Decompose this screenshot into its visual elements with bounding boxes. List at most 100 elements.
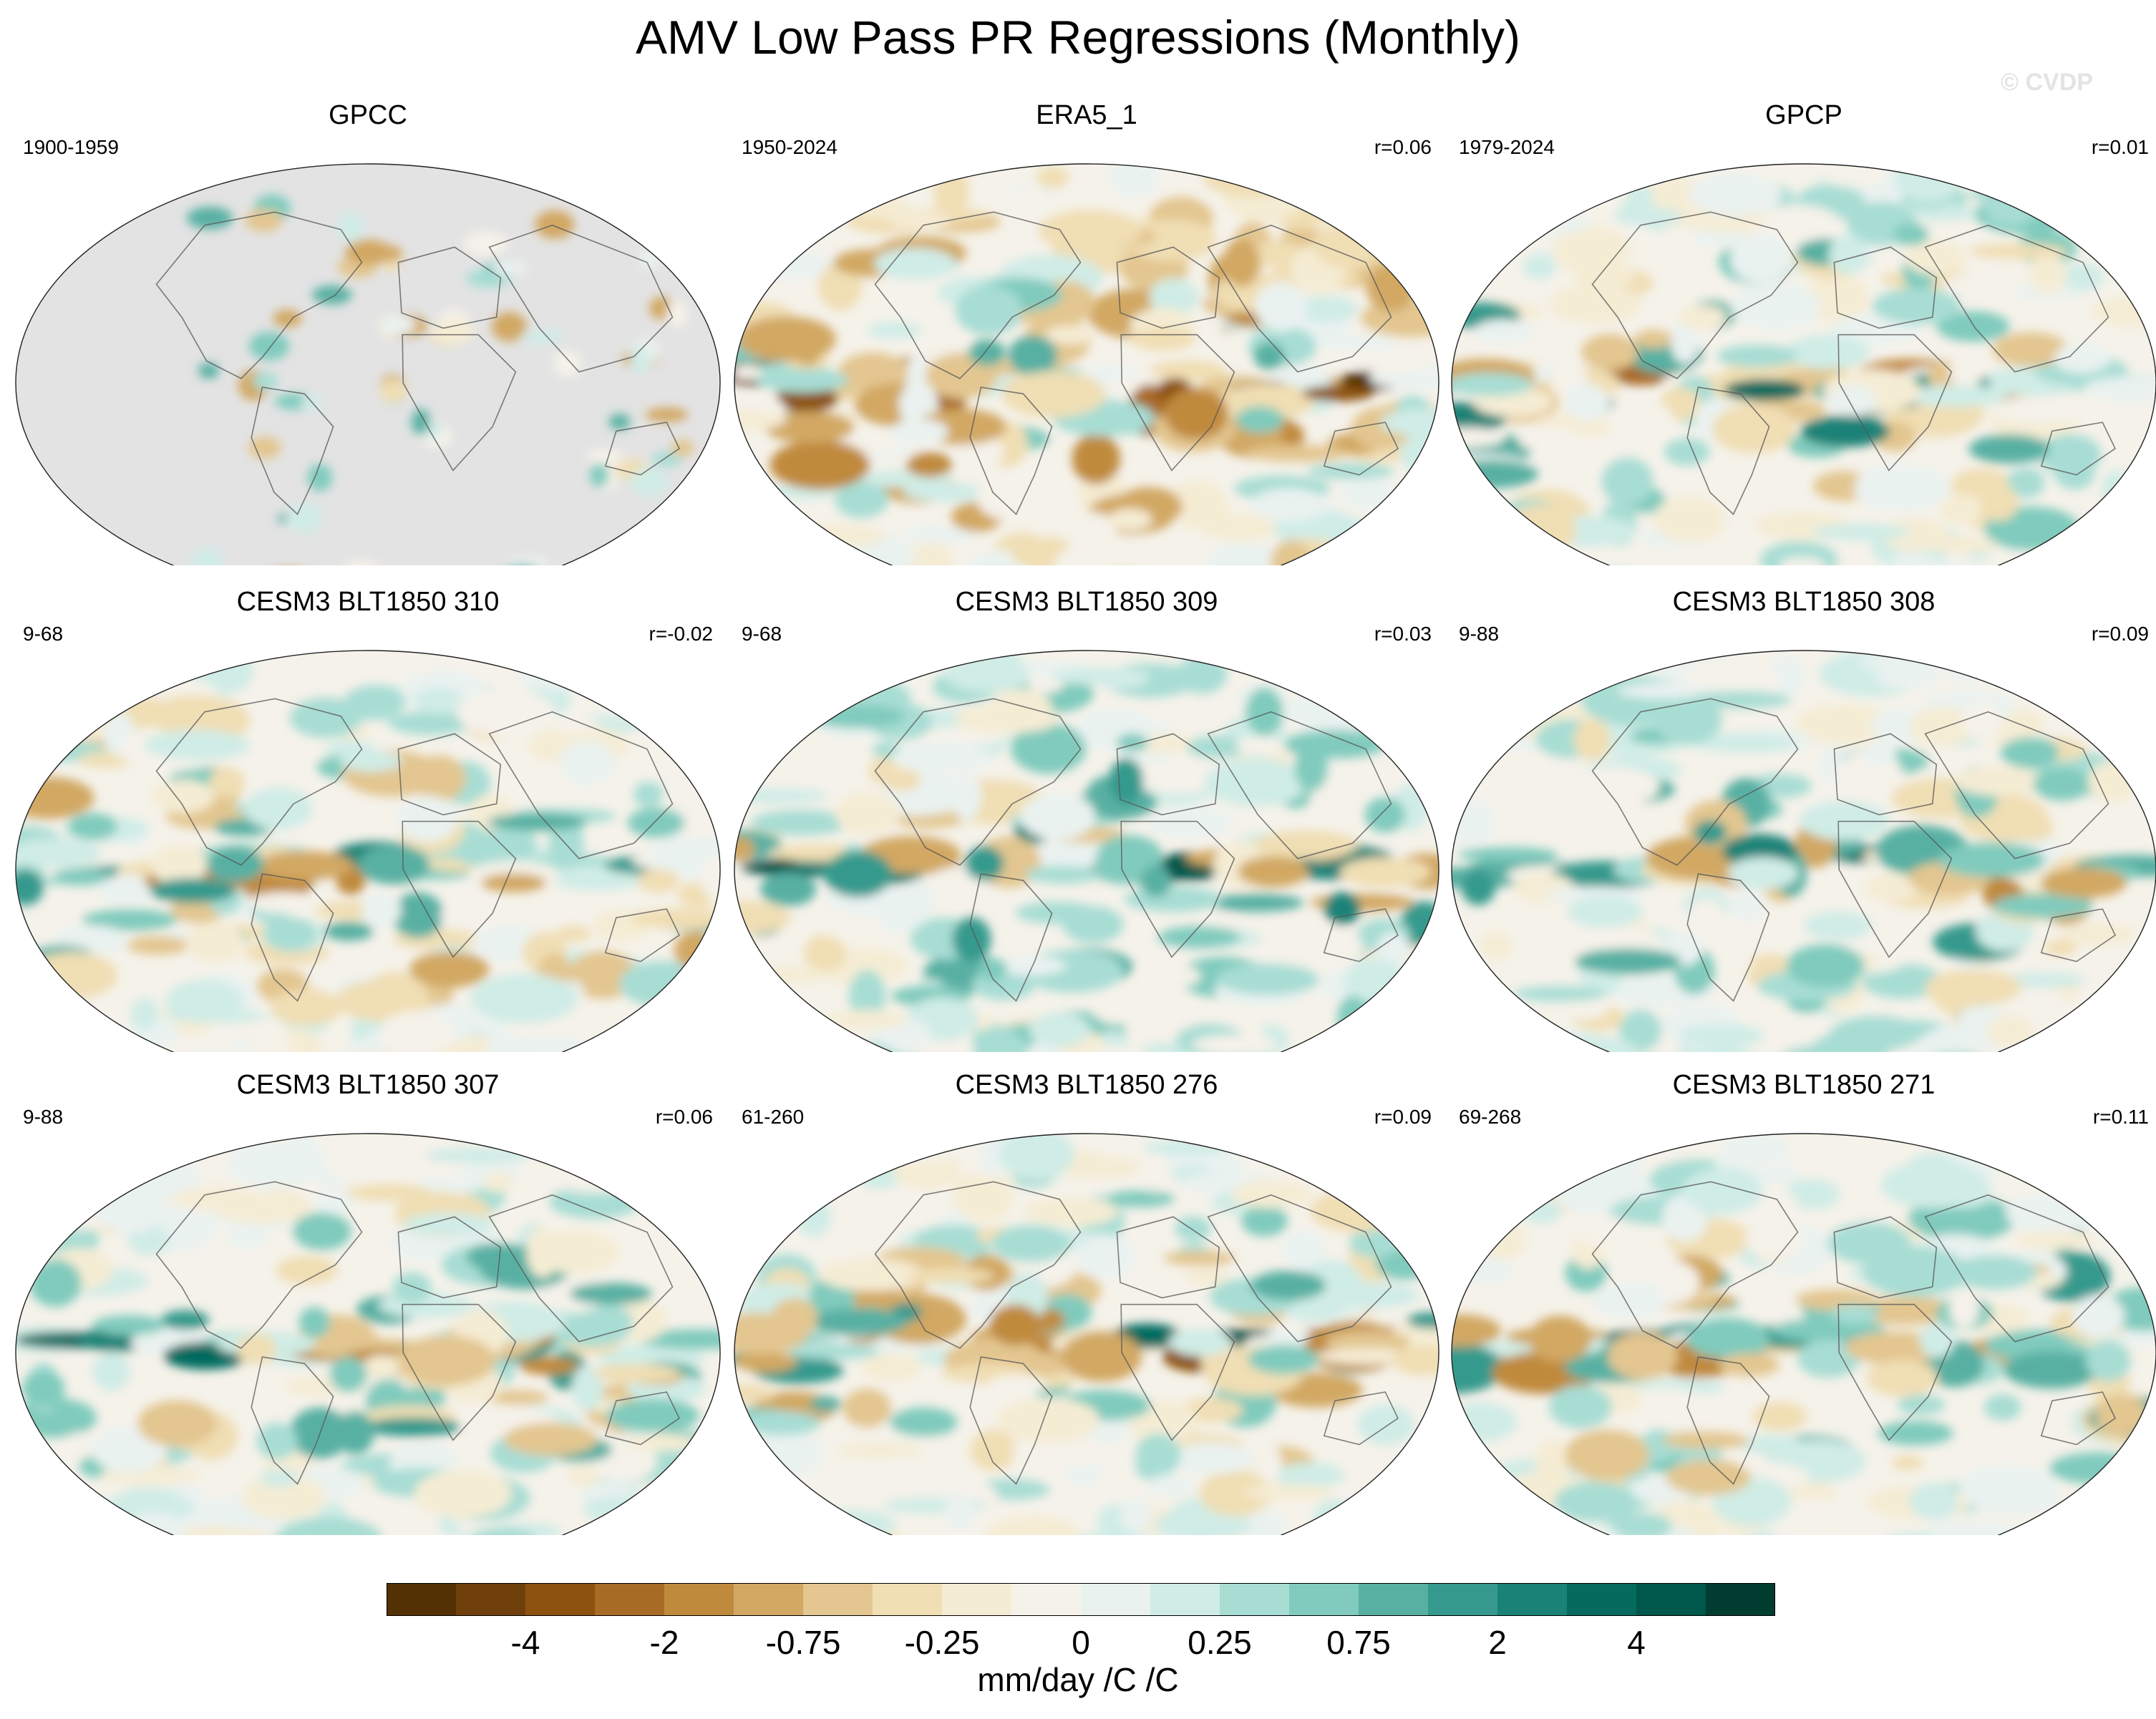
map-border bbox=[734, 1133, 1439, 1535]
map-panel: CESM3 BLT1850 309 9-68 r=0.03 bbox=[729, 587, 1444, 1052]
map-panel: GPCP 1979-2024 r=0.01 bbox=[1446, 100, 2156, 565]
colorbar-tick-label: -0.75 bbox=[765, 1624, 841, 1661]
anomaly-field bbox=[1452, 1134, 2156, 1535]
coastlines bbox=[155, 1181, 681, 1485]
figure-title: AMV Low Pass PR Regressions (Monthly) bbox=[635, 11, 1521, 64]
coastlines bbox=[874, 1181, 1399, 1485]
anomaly-field bbox=[16, 1134, 720, 1535]
map-border bbox=[1451, 650, 2156, 1052]
robinson-map bbox=[15, 650, 721, 1052]
panel-correlation: r=-0.02 bbox=[649, 623, 714, 645]
map-border bbox=[1451, 1133, 2156, 1535]
colorbar-tick-label: 0 bbox=[1072, 1624, 1090, 1661]
panel-correlation: r=0.06 bbox=[1374, 136, 1432, 158]
panel-period: 9-68 bbox=[23, 623, 64, 645]
map-border bbox=[734, 650, 1439, 1052]
colorbar-swatch bbox=[1706, 1583, 1775, 1616]
colorbar-swatch bbox=[1497, 1583, 1568, 1616]
panel-period: 9-68 bbox=[742, 623, 782, 645]
map-border bbox=[15, 650, 721, 1052]
colorbar-swatch bbox=[1567, 1583, 1637, 1616]
robinson-map bbox=[734, 1133, 1439, 1535]
map-border bbox=[734, 163, 1439, 565]
colorbar-swatch bbox=[1150, 1583, 1220, 1616]
panel-correlation: r=0.03 bbox=[1374, 623, 1432, 645]
panel-correlation: r=0.06 bbox=[655, 1106, 713, 1128]
map-panel: CESM3 BLT1850 307 9-88 r=0.06 bbox=[10, 1070, 726, 1535]
anomaly-field bbox=[1452, 164, 2156, 565]
colorbar-tick-label: -4 bbox=[510, 1624, 540, 1661]
colorbar-swatch bbox=[873, 1583, 943, 1616]
map-border bbox=[1451, 163, 2156, 565]
map-border bbox=[15, 1133, 721, 1535]
anomaly-field bbox=[734, 164, 1439, 565]
coastlines bbox=[874, 211, 1399, 515]
panel-period: 1950-2024 bbox=[742, 136, 837, 158]
panel-title: CESM3 BLT1850 308 bbox=[1672, 587, 1936, 617]
map-panel: CESM3 BLT1850 276 61-260 r=0.09 bbox=[729, 1070, 1444, 1535]
colorbar-swatch bbox=[1359, 1583, 1429, 1616]
coastlines bbox=[1591, 1181, 2117, 1485]
colorbar bbox=[387, 1583, 1775, 1616]
colorbar-swatch bbox=[1636, 1583, 1706, 1616]
panel-period: 69-268 bbox=[1459, 1106, 1522, 1128]
map-panel: GPCC 1900-1959 bbox=[10, 100, 726, 565]
panel-title: GPCP bbox=[1765, 100, 1842, 130]
panel-title: ERA5_1 bbox=[1036, 100, 1137, 130]
panel-correlation: r=0.01 bbox=[2091, 136, 2149, 158]
colorbar-swatch bbox=[942, 1583, 1012, 1616]
colorbar-units: mm/day /C /C bbox=[977, 1661, 1179, 1698]
colorbar-swatch bbox=[595, 1583, 665, 1616]
map-panel: CESM3 BLT1850 271 69-268 r=0.11 bbox=[1446, 1070, 2156, 1535]
panel-title: CESM3 BLT1850 271 bbox=[1672, 1070, 1936, 1100]
colorbar-swatch bbox=[1011, 1583, 1082, 1616]
colorbar-tick-label: 4 bbox=[1627, 1624, 1646, 1661]
coastlines bbox=[155, 698, 681, 1002]
colorbar-swatch bbox=[1428, 1583, 1498, 1616]
panel-title: CESM3 BLT1850 309 bbox=[955, 587, 1218, 617]
panel-title: GPCC bbox=[329, 100, 407, 130]
cvdp-watermark: © CVDP bbox=[2001, 69, 2093, 96]
anomaly-field bbox=[155, 194, 694, 565]
robinson-map bbox=[1451, 650, 2156, 1052]
robinson-map bbox=[1451, 1133, 2156, 1535]
colorbar-tick-label: 0.25 bbox=[1188, 1624, 1252, 1661]
colorbar-swatch bbox=[1081, 1583, 1151, 1616]
panel-title: CESM3 BLT1850 276 bbox=[955, 1070, 1218, 1100]
robinson-map bbox=[734, 650, 1439, 1052]
robinson-map bbox=[734, 163, 1439, 565]
map-border bbox=[15, 163, 721, 565]
panel-title: CESM3 BLT1850 310 bbox=[236, 587, 500, 617]
anomaly-field bbox=[1452, 651, 2156, 1052]
panel-period: 1979-2024 bbox=[1459, 136, 1555, 158]
anomaly-field bbox=[734, 651, 1439, 1052]
colorbar-swatch bbox=[1220, 1583, 1290, 1616]
panel-correlation: r=0.09 bbox=[2091, 623, 2149, 645]
colorbar-swatch bbox=[525, 1583, 596, 1616]
coastlines bbox=[1591, 211, 2117, 515]
map-background bbox=[16, 164, 720, 565]
robinson-map bbox=[15, 1133, 721, 1535]
coastlines bbox=[874, 698, 1399, 1002]
map-panel: CESM3 BLT1850 308 9-88 r=0.09 bbox=[1446, 587, 2156, 1052]
colorbar-tick-label: 2 bbox=[1488, 1624, 1507, 1661]
robinson-map bbox=[15, 163, 721, 565]
coastlines bbox=[155, 211, 681, 515]
colorbar-swatch bbox=[734, 1583, 804, 1616]
colorbar-swatch bbox=[387, 1583, 457, 1616]
anomaly-field bbox=[734, 1134, 1439, 1535]
panel-period: 61-260 bbox=[742, 1106, 805, 1128]
colorbar-tick-label: -0.25 bbox=[904, 1624, 980, 1661]
colorbar-tick-label: -2 bbox=[649, 1624, 679, 1661]
map-panel: ERA5_1 1950-2024 r=0.06 bbox=[729, 100, 1444, 565]
colorbar-swatch bbox=[803, 1583, 873, 1616]
colorbar-swatch bbox=[456, 1583, 526, 1616]
panel-title: CESM3 BLT1850 307 bbox=[236, 1070, 500, 1100]
panel-period: 9-88 bbox=[1459, 623, 1500, 645]
panel-period: 9-88 bbox=[23, 1106, 64, 1128]
panel-period: 1900-1959 bbox=[23, 136, 119, 158]
colorbar-tick-label: 0.75 bbox=[1326, 1624, 1391, 1661]
coastlines bbox=[1591, 698, 2117, 1002]
map-panel: CESM3 BLT1850 310 9-68 r=-0.02 bbox=[10, 587, 726, 1052]
colorbar-swatch bbox=[664, 1583, 734, 1616]
